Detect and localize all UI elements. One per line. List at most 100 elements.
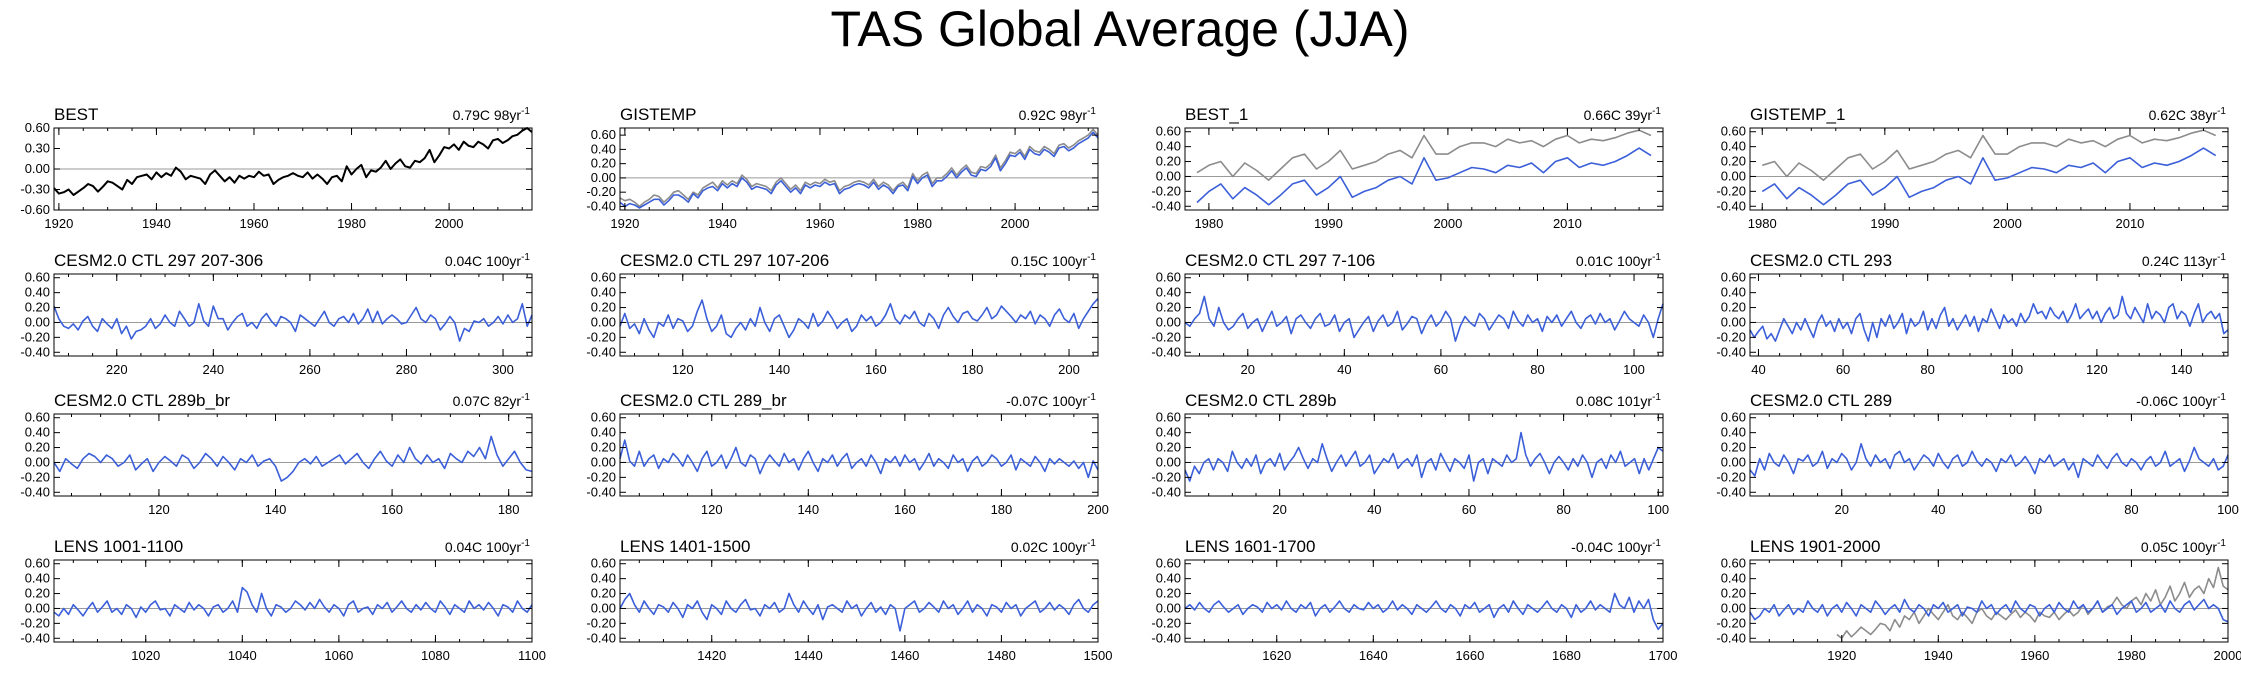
x-tick-label: 1920 [1827,648,1856,663]
y-tick-label: 0.60 [1156,124,1181,139]
panel-trend: 0.15C 100yr-1 [1011,252,1097,269]
y-tick-label: 0.40 [1721,139,1746,154]
x-tick-label: 2000 [435,216,464,231]
series-line-1 [53,435,533,482]
trend-value: 0.04C 100yr [445,539,522,555]
panel-title: BEST_1 [1185,105,1248,124]
plot-frame [53,559,533,643]
trend-exponent: -1 [2217,392,2226,403]
x-tick-label: 2000 [1001,216,1030,231]
panel-title: CESM2.0 CTL 297 107-206 [620,251,829,270]
x-tick-label: 1440 [794,648,823,663]
trend-value: 0.08C 101yr [1576,393,1653,409]
panel-7: CESM2.0 CTL 297 7-106 0.01C 100yr-1 20 40 60… [1151,251,1664,377]
panel-13: LENS 1001-1100 0.04C 100yr-1 1020 1040 1060 1… [20,537,546,663]
y-tick-label: 0.20 [1156,154,1181,169]
y-tick-label: -0.20 [1716,615,1746,630]
x-tick-label: 80 [1556,502,1570,517]
x-tick-label: 1980 [337,216,366,231]
y-tick-label: -0.20 [586,329,616,344]
x-tick-label: 180 [962,362,984,377]
y-tick-label: 0.00 [1156,454,1181,469]
x-tick-label: 100 [1623,362,1645,377]
x-tick-label: 1060 [324,648,353,663]
y-tick-label: -0.20 [1151,329,1181,344]
plot-frame [1184,127,1664,211]
x-tick-label: 140 [2171,362,2193,377]
trend-value: 0.62C 38yr [2149,107,2218,123]
y-tick-label: 0.60 [1156,410,1181,425]
panel-trend: 0.04C 100yr-1 [445,252,531,269]
y-tick-label: 0.00 [25,454,50,469]
y-tick-label: 0.00 [25,161,50,176]
plot-frame [1184,559,1664,643]
y-tick-label: -0.60 [20,202,50,217]
x-tick-label: 1660 [1455,648,1484,663]
trend-value: 0.04C 100yr [445,253,522,269]
plot-frame [619,413,1099,497]
x-tick-label: 1980 [2117,648,2146,663]
x-tick-label: 2010 [1553,216,1582,231]
y-tick-label: -0.40 [1151,344,1181,359]
series-line-1 [53,302,533,342]
x-tick-label: 1920 [610,216,639,231]
y-tick-label: 0.40 [1721,571,1746,586]
x-tick-label: 80 [1530,362,1544,377]
y-tick-label: 0.00 [1721,454,1746,469]
panel-title: LENS 1901-2000 [1750,537,1880,556]
y-tick-label: 0.00 [1721,168,1746,183]
plot-frame [1749,273,2229,357]
x-tick-label: 140 [265,502,287,517]
y-tick-label: 0.00 [591,170,616,185]
y-tick-label: 0.40 [591,141,616,156]
y-tick-label: 0.20 [25,300,50,315]
trend-exponent: -1 [521,538,530,549]
x-tick-label: 200 [1058,362,1080,377]
x-tick-label: 1960 [806,216,835,231]
x-tick-label: 1640 [1359,648,1388,663]
x-tick-label: 240 [202,362,224,377]
x-tick-label: 40 [1931,502,1945,517]
x-tick-label: 20 [1272,502,1286,517]
x-tick-label: 120 [672,362,694,377]
x-tick-label: 140 [768,362,790,377]
plot-frame [1184,273,1664,357]
y-tick-label: -0.20 [1716,329,1746,344]
y-tick-label: -0.20 [1151,615,1181,630]
panel-title: LENS 1001-1100 [54,537,183,556]
x-tick-label: 1990 [1314,216,1343,231]
x-tick-label: 280 [396,362,418,377]
y-tick-label: 0.40 [1156,571,1181,586]
x-tick-label: 100 [2217,502,2239,517]
trend-value: 0.07C 82yr [453,393,522,409]
panel-title: CESM2.0 CTL 293 [1750,251,1892,270]
x-tick-label: 180 [991,502,1013,517]
panel-4: GISTEMP_1 0.62C 38yr-1 1980 1990 2000 2010 0.6… [1716,105,2229,231]
panel-trend: 0.62C 38yr-1 [2149,106,2227,123]
y-tick-label: 0.60 [1721,270,1746,285]
y-tick-label: 0.20 [591,156,616,171]
panel-title: LENS 1401-1500 [620,537,750,556]
y-tick-label: -0.20 [1716,183,1746,198]
x-tick-label: 1940 [142,216,171,231]
series-line-2 [619,131,1099,209]
series-line-1 [619,592,1099,632]
x-tick-label: 2000 [2214,648,2241,663]
series-line-1 [619,298,1099,339]
y-tick-label: 0.00 [591,454,616,469]
x-tick-label: 80 [2124,502,2138,517]
x-tick-label: 1420 [697,648,726,663]
y-tick-label: -0.20 [586,615,616,630]
panel-2: GISTEMP 0.92C 98yr-1 1920 1940 1960 1980 2000 0… [586,105,1099,231]
trend-exponent: -1 [2217,106,2226,117]
y-tick-label: 0.40 [25,425,50,440]
panel-trend: 0.66C 39yr-1 [1584,106,1662,123]
y-tick-label: 0.60 [25,556,50,571]
x-tick-label: 300 [492,362,514,377]
y-tick-label: 0.20 [1156,300,1181,315]
y-tick-label: -0.20 [586,184,616,199]
y-tick-label: 0.60 [25,410,50,425]
x-tick-label: 1980 [1748,216,1777,231]
y-tick-label: 0.40 [591,571,616,586]
